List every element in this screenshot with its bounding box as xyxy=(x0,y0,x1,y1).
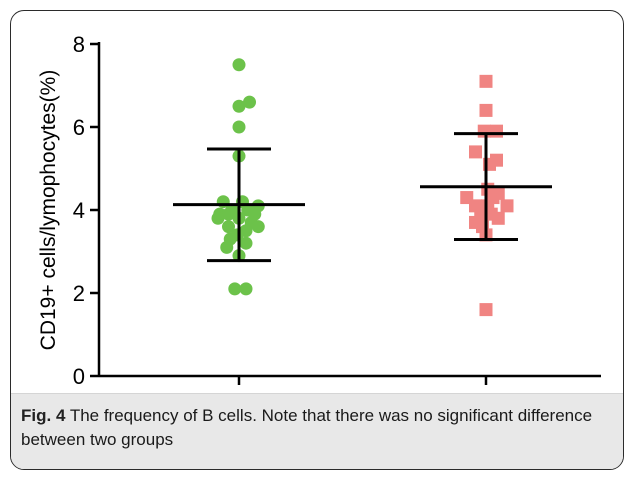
point-nc xyxy=(243,95,256,109)
axis-labels: CD19+ cells/lymophocytes(%) xyxy=(37,70,60,351)
caption-label: Fig. 4 xyxy=(21,406,66,425)
point-nc xyxy=(222,220,235,234)
figure-frame: 0 2 4 6 8 NC CR CD19+ cells/lymophocytes(%) Fi… xyxy=(10,10,624,470)
point-nc xyxy=(232,58,246,72)
point-nc xyxy=(239,236,253,250)
scatter-chart: 0 2 4 6 8 NC CR CD19+ cells/lymophocytes(%) xyxy=(37,32,601,393)
y-axis-title: CD19+ cells/lymophocytes(%) xyxy=(37,70,60,351)
point-nc xyxy=(220,240,234,254)
data-points xyxy=(211,58,514,317)
y-tick-label: 8 xyxy=(73,32,85,57)
point-cr xyxy=(479,303,493,317)
error-bars xyxy=(173,132,552,263)
point-nc xyxy=(228,282,242,296)
y-tick-label: 2 xyxy=(73,281,85,306)
point-nc xyxy=(232,99,246,113)
y-tick-label: 4 xyxy=(73,198,85,223)
point-nc xyxy=(232,120,246,134)
point-cr xyxy=(479,74,493,88)
point-cr xyxy=(469,145,482,159)
x-tick-label-cr: CR xyxy=(469,390,504,393)
point-cr xyxy=(479,103,493,117)
point-nc xyxy=(239,282,253,296)
point-cr xyxy=(490,124,503,138)
point-cr xyxy=(500,199,514,213)
point-cr xyxy=(477,124,491,138)
axes: 0 2 4 6 8 NC CR xyxy=(73,32,601,393)
point-nc xyxy=(222,207,235,221)
y-tick-label: 6 xyxy=(73,115,85,140)
figure-caption: Fig. 4 The frequency of B cells. Note th… xyxy=(11,393,623,469)
y-tick-label: 0 xyxy=(73,364,85,389)
caption-text: The frequency of B cells. Note that ther… xyxy=(21,406,593,449)
point-nc xyxy=(251,220,265,234)
point-nc xyxy=(211,211,225,225)
point-cr xyxy=(491,211,505,225)
x-tick-label-nc: NC xyxy=(222,390,257,393)
